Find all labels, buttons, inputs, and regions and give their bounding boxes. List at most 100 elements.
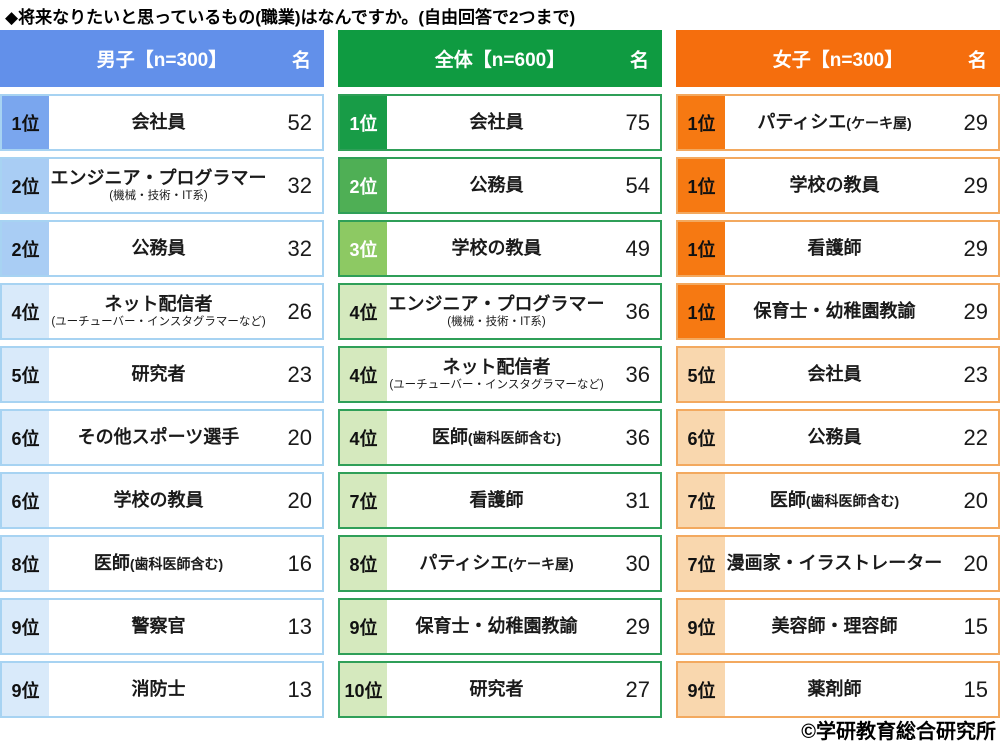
job-cell: ネット配信者 (ユーチューバー・インスタグラマーなど) xyxy=(49,285,268,338)
job-subtitle: (ユーチューバー・インスタグラマーなど) xyxy=(51,316,266,329)
table-row: 6位 その他スポーツ選手 20 xyxy=(0,409,324,466)
job-line: 公務員 xyxy=(808,427,862,448)
job-name: 漫画家・イラストレーター xyxy=(726,553,943,574)
job-line: 会社員 xyxy=(132,112,186,133)
job-subtitle: (機械・技術・IT系) xyxy=(109,190,208,203)
count-value: 36 xyxy=(625,361,650,387)
job-suffix: (歯科医師含む) xyxy=(129,556,224,573)
rank-cell: 2位 xyxy=(340,159,387,212)
rank-cell: 1位 xyxy=(678,96,725,149)
rank-label: 9位 xyxy=(687,680,716,701)
rank-cell: 8位 xyxy=(2,537,49,590)
job-name: その他スポーツ選手 xyxy=(77,427,240,448)
rank-cell: 4位 xyxy=(340,285,387,338)
job-name: 学校の教員 xyxy=(113,490,204,511)
table-row: 10位 研究者 27 xyxy=(338,661,662,718)
count-value: 13 xyxy=(287,613,312,639)
rank-cell: 10位 xyxy=(340,663,387,716)
table-row: 4位 ネット配信者 (ユーチューバー・インスタグラマーなど) 26 xyxy=(0,283,324,340)
job-line: パティシエ(ケーキ屋) xyxy=(419,553,573,574)
job-name: パティシエ xyxy=(419,553,509,574)
job-name: 医師 xyxy=(769,490,806,511)
rank-label: 2位 xyxy=(11,239,40,260)
job-cell: エンジニア・プログラマー (機械・技術・IT系) xyxy=(49,159,268,212)
rank-cell: 7位 xyxy=(340,474,387,527)
page-title: ◆将来なりたいと思っているもの(職業)はなんですか。(自由回答で2つまで) xyxy=(5,8,576,27)
job-cell: 薬剤師 xyxy=(725,663,944,716)
count-value: 30 xyxy=(625,550,650,576)
job-name: 会社員 xyxy=(807,364,862,385)
job-line: 公務員 xyxy=(470,175,524,196)
job-line: 薬剤師 xyxy=(808,679,862,700)
job-line: エンジニア・プログラマー xyxy=(389,294,605,315)
count-value: 20 xyxy=(963,550,988,576)
job-name: 警察官 xyxy=(131,616,186,637)
column-header-unit: 名 xyxy=(291,50,311,71)
table-row: 5位 研究者 23 xyxy=(0,346,324,403)
rank-label: 10位 xyxy=(344,680,383,701)
count-value: 29 xyxy=(963,172,988,198)
table-row: 7位 漫画家・イラストレーター 20 xyxy=(676,535,1000,592)
count-value: 29 xyxy=(963,235,988,261)
table-row: 9位 警察官 13 xyxy=(0,598,324,655)
job-name: 研究者 xyxy=(131,364,186,385)
job-cell: 学校の教員 xyxy=(387,222,606,275)
job-cell: パティシエ(ケーキ屋) xyxy=(725,96,944,149)
job-cell: 学校の教員 xyxy=(49,474,268,527)
rank-label: 1位 xyxy=(687,239,716,260)
column-header-unit: 名 xyxy=(629,50,649,71)
table-row: 1位 保育士・幼稚園教諭 29 xyxy=(676,283,1000,340)
count-value: 20 xyxy=(287,487,312,513)
job-name: 薬剤師 xyxy=(807,679,862,700)
count-value: 29 xyxy=(963,298,988,324)
job-cell: 会社員 xyxy=(725,348,944,401)
rank-cell: 4位 xyxy=(340,348,387,401)
table-row: 1位 パティシエ(ケーキ屋) 29 xyxy=(676,94,1000,151)
job-cell: ネット配信者 (ユーチューバー・インスタグラマーなど) xyxy=(387,348,606,401)
count-value: 32 xyxy=(287,172,312,198)
job-name: 消防士 xyxy=(131,679,186,700)
rank-label: 4位 xyxy=(349,365,378,386)
rank-label: 6位 xyxy=(11,491,40,512)
table-row: 4位 エンジニア・プログラマー (機械・技術・IT系) 36 xyxy=(338,283,662,340)
job-cell: 研究者 xyxy=(387,663,606,716)
job-name: ネット配信者 xyxy=(442,357,551,378)
job-name: 公務員 xyxy=(807,427,862,448)
rank-cell: 1位 xyxy=(340,96,387,149)
job-name: ネット配信者 xyxy=(104,294,213,315)
table-row: 8位 パティシエ(ケーキ屋) 30 xyxy=(338,535,662,592)
job-name: 医師 xyxy=(93,553,130,574)
count-value: 29 xyxy=(625,613,650,639)
job-line: 公務員 xyxy=(132,238,186,259)
rank-cell: 9位 xyxy=(340,600,387,653)
count-value: 23 xyxy=(287,361,312,387)
rank-cell: 8位 xyxy=(340,537,387,590)
column-header-label: 女子【n=300】 xyxy=(772,50,904,71)
job-line: 保育士・幼稚園教諭 xyxy=(416,616,578,637)
job-cell: 看護師 xyxy=(725,222,944,275)
job-cell: 研究者 xyxy=(49,348,268,401)
rows-boys: 1位 会社員 52 2位 エンジニア・プログラマー (機械・技術・IT系) 32… xyxy=(0,94,324,718)
rank-label: 9位 xyxy=(11,680,40,701)
table-row: 6位 学校の教員 20 xyxy=(0,472,324,529)
job-line: 会社員 xyxy=(470,112,524,133)
rank-cell: 1位 xyxy=(678,285,725,338)
rank-cell: 1位 xyxy=(2,96,49,149)
column-header-label: 全体【n=600】 xyxy=(434,50,566,71)
rank-label: 7位 xyxy=(687,491,716,512)
rank-label: 2位 xyxy=(349,176,378,197)
rank-cell: 4位 xyxy=(2,285,49,338)
rank-cell: 6位 xyxy=(2,474,49,527)
job-name: 会社員 xyxy=(131,112,186,133)
table-row: 4位 ネット配信者 (ユーチューバー・インスタグラマーなど) 36 xyxy=(338,346,662,403)
column-header-unit: 名 xyxy=(967,50,987,71)
rank-label: 3位 xyxy=(349,239,378,260)
job-cell: 会社員 xyxy=(49,96,268,149)
job-name: 公務員 xyxy=(469,175,524,196)
count-value: 49 xyxy=(625,235,650,261)
job-name: 会社員 xyxy=(469,112,524,133)
count-value: 31 xyxy=(625,487,650,513)
rank-label: 9位 xyxy=(11,617,40,638)
table-row: 1位 会社員 75 xyxy=(338,94,662,151)
job-name: パティシエ xyxy=(757,112,847,133)
